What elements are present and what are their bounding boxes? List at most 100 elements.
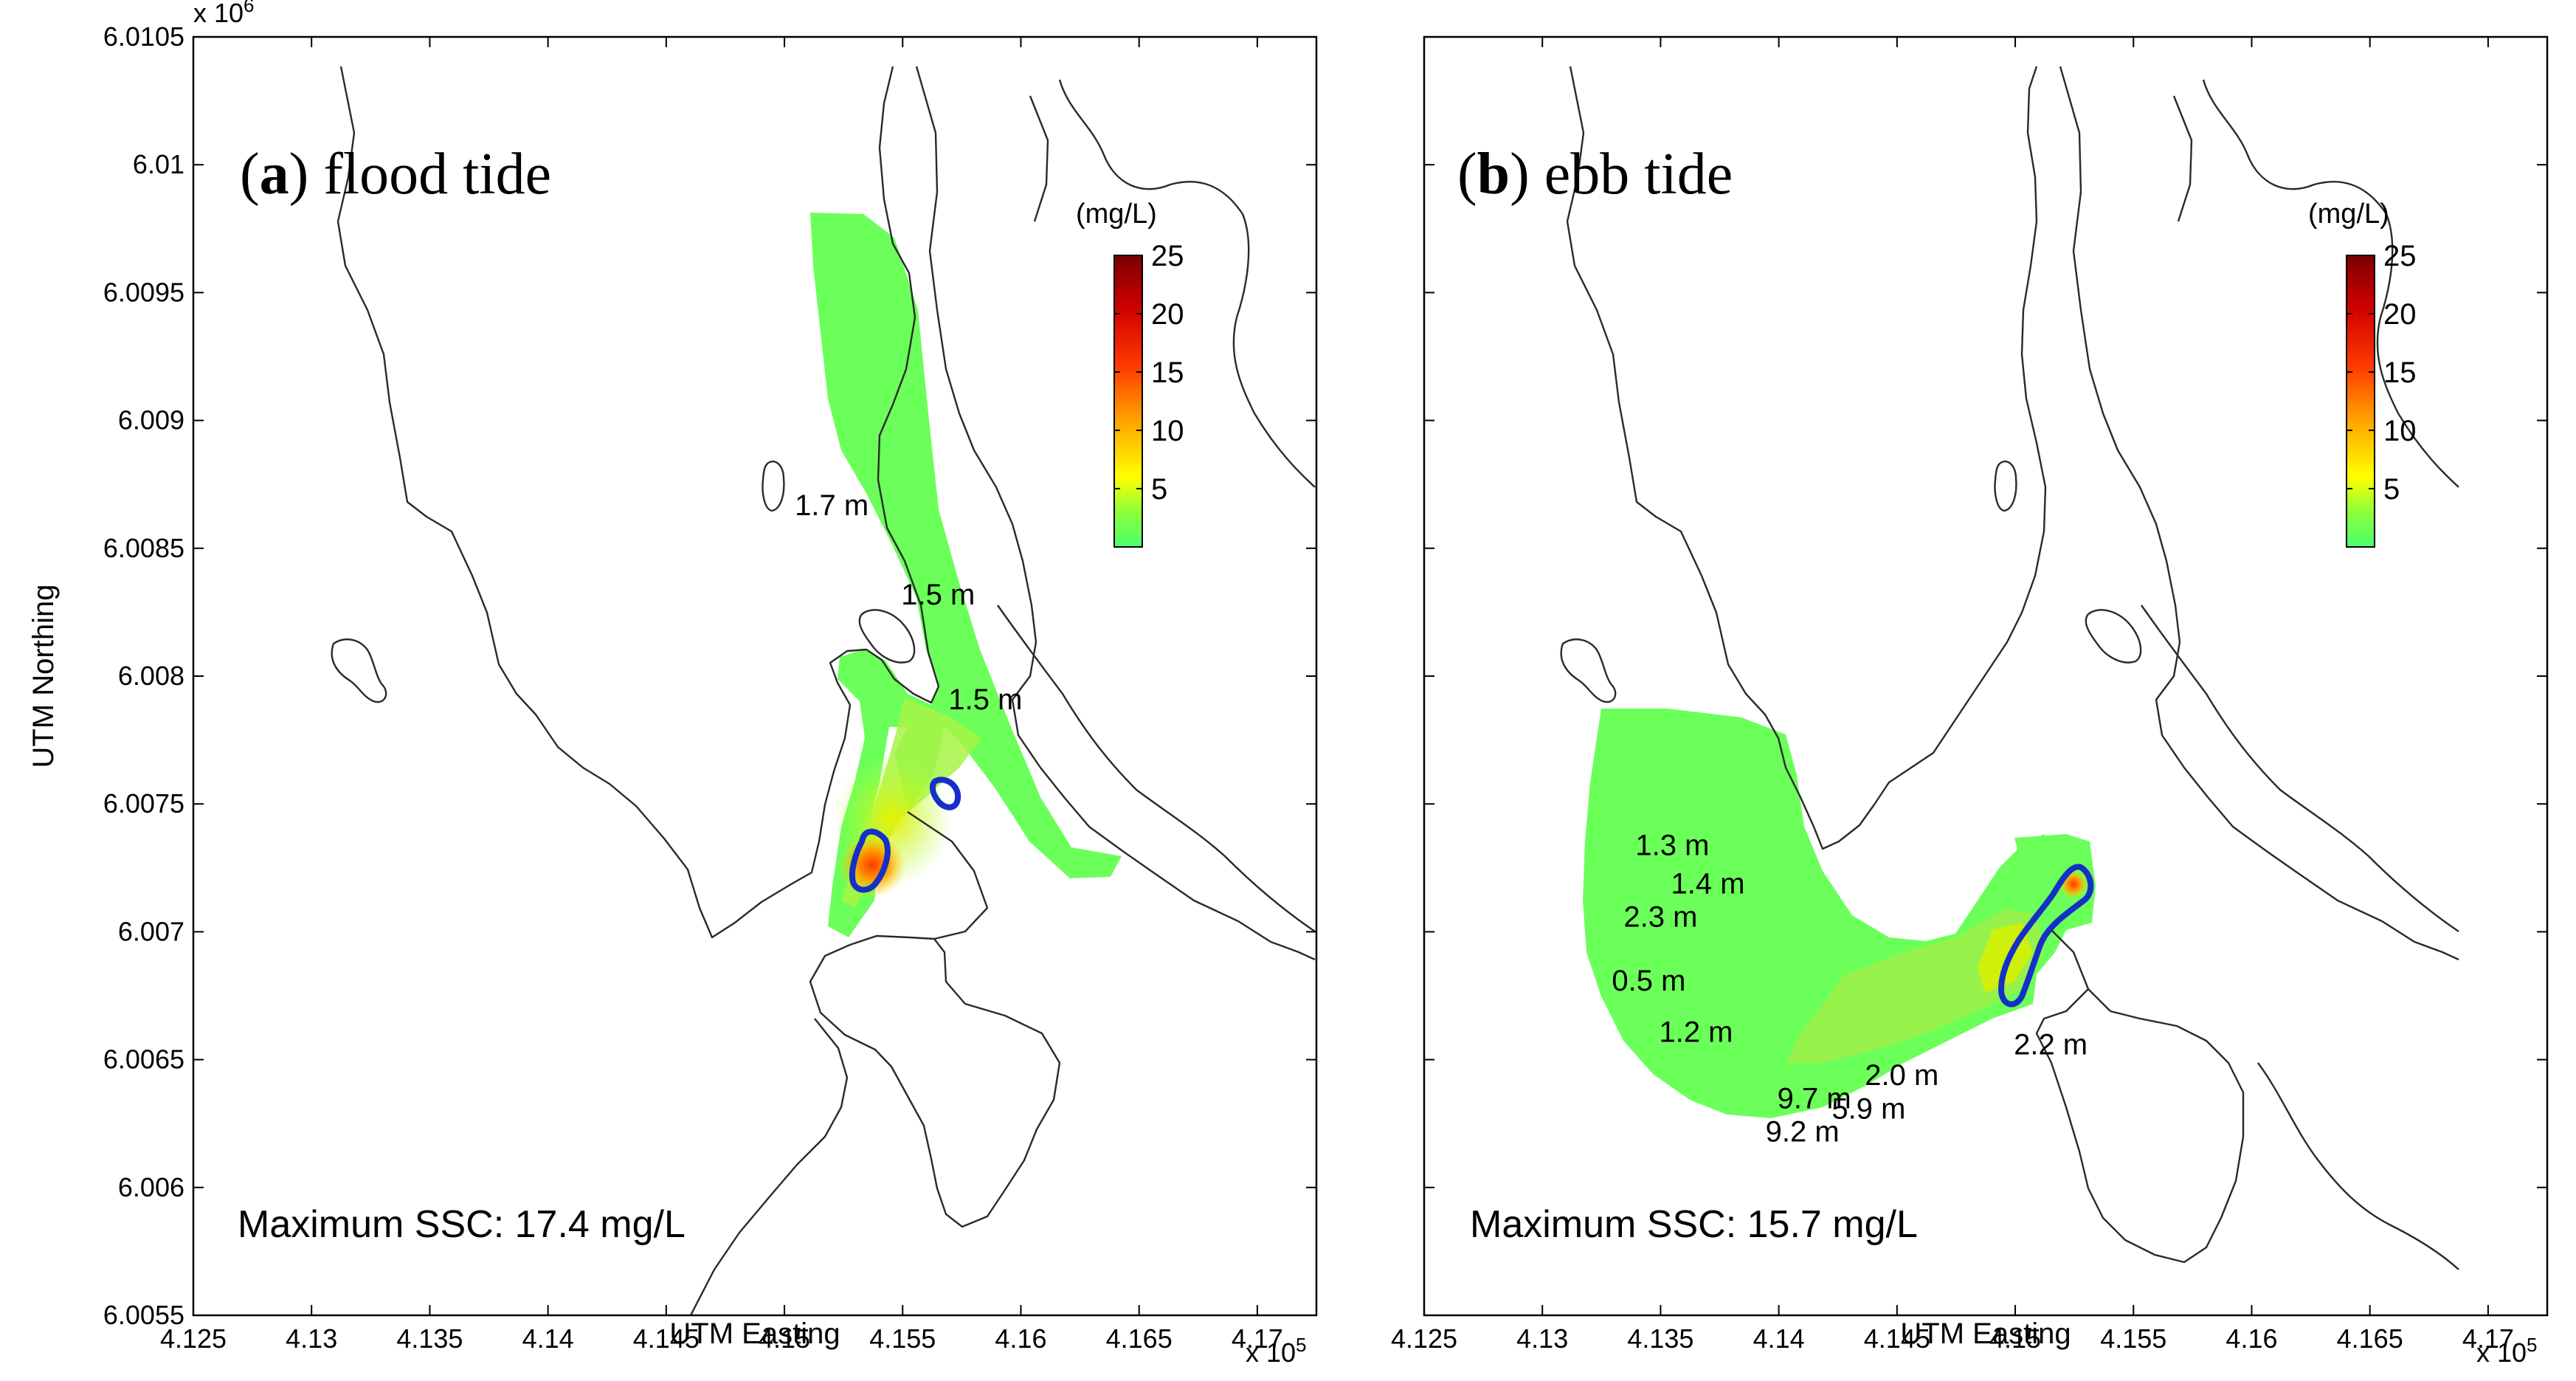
x-tick-label: 4.125 xyxy=(160,1323,227,1354)
colorbar-a xyxy=(1113,255,1143,548)
colorbar-tick-label: 25 xyxy=(1151,240,1184,272)
coastline-a-southwest xyxy=(689,1018,849,1316)
island-b-1 xyxy=(1560,638,1617,703)
depth-label: 9.2 m xyxy=(1766,1115,1840,1148)
coastline-b-far-east xyxy=(2257,1062,2459,1270)
coastline-b-west xyxy=(1566,66,2047,850)
island-b-2 xyxy=(1994,461,2017,512)
depth-label: 1.5 m xyxy=(948,683,1022,716)
colorbar-b-unit: (mg/L) xyxy=(2308,199,2389,230)
x-tick-label: 4.15 xyxy=(1989,1323,2041,1354)
island-a-3 xyxy=(858,609,916,664)
colorbar-tick-label: 15 xyxy=(1151,357,1184,389)
y-tick-label: 6.0065 xyxy=(103,1044,184,1075)
x-tick-label: 4.14 xyxy=(522,1323,574,1354)
x-ticks-a: 4.125 4.13 4.135 4.14 4.145 4.15 4.155 4.16 4.16… xyxy=(160,37,1283,1354)
depth-label: 1.4 m xyxy=(1671,867,1744,900)
y-tick-label: 6.008 xyxy=(118,661,184,691)
colorbar-tick-label: 20 xyxy=(1151,298,1184,331)
y-tick-label: 6.0095 xyxy=(103,277,184,307)
x-tick-label: 4.125 xyxy=(1391,1323,1457,1354)
y-tick-label: 6.009 xyxy=(118,405,184,435)
coastline-b-east xyxy=(2059,66,2459,961)
depth-label: 2.3 m xyxy=(1623,900,1697,933)
coastline-a-ne-bay xyxy=(1058,79,1316,488)
depth-label: 1.7 m xyxy=(795,489,869,522)
x-axis-label-b: UTM Easting xyxy=(1900,1318,2071,1350)
y-multiplier-a: x 106 xyxy=(193,0,255,28)
x-tick-label: 4.15 xyxy=(759,1323,810,1354)
x-axis-label-a: UTM Easting xyxy=(669,1318,840,1350)
contour-b-1 xyxy=(1998,864,2094,1008)
depth-label: 2.0 m xyxy=(1865,1059,1938,1092)
coastline-a-inner xyxy=(1029,95,1049,222)
colorbar-b-ticks: 25 20 15 10 5 xyxy=(2347,240,2417,506)
depth-label: 9.7 m xyxy=(1778,1082,1851,1115)
island-b-3 xyxy=(2085,609,2142,664)
x-tick-label: 4.155 xyxy=(2100,1323,2166,1354)
y-ticks-a: 6.01056.016.00956.0096.00856.0086.00756.… xyxy=(103,21,1316,1330)
coastline-b-ne-bay xyxy=(2202,79,2459,488)
island-a-2 xyxy=(762,461,785,512)
x-multiplier-a: x 105 xyxy=(1246,1334,1307,1368)
colorbar-tick-label: 5 xyxy=(2383,473,2400,506)
colorbar-tick-label: 10 xyxy=(2383,415,2417,447)
x-tick-label: 4.16 xyxy=(995,1323,1046,1354)
x-tick-label: 4.13 xyxy=(1516,1323,1568,1354)
contour-a-2 xyxy=(929,776,961,810)
colorbar-tick-label: 25 xyxy=(2383,240,2417,272)
depth-label: 1.3 m xyxy=(1635,829,1709,861)
island-a-1 xyxy=(331,638,387,703)
x-ticks-b: 4.125 4.13 4.135 4.14 4.145 4.15 4.155 4.16 4.16… xyxy=(1391,37,2514,1354)
colorbar-tick-label: 20 xyxy=(2383,298,2417,331)
colorbar-tick-label: 5 xyxy=(1151,473,1167,506)
y-axis-label-a: UTM Northing xyxy=(27,585,60,768)
contour-a-1 xyxy=(849,828,891,893)
x-tick-label: 4.13 xyxy=(286,1323,337,1354)
depth-label: 0.5 m xyxy=(1612,965,1685,997)
max-ssc-b: Maximum SSC: 15.7 mg/L xyxy=(1470,1203,1918,1246)
x-tick-label: 4.145 xyxy=(1864,1323,1930,1354)
y-tick-label: 6.007 xyxy=(118,916,184,946)
depth-label: 1.2 m xyxy=(1659,1016,1733,1048)
depth-labels-b: 1.3 m 1.4 m2.3 m 0.5 m 1.2 m 9.7 m5.9 m2.0 m… xyxy=(1612,829,2088,1148)
colorbar-tick-label: 10 xyxy=(1151,415,1184,447)
panel-ebb-tide: (mg/L) 25 20 15 10 5 4.125 4.13 4.135 4.14 4.145… xyxy=(1391,35,2549,1368)
y-tick-label: 6.01 xyxy=(133,149,184,179)
x-tick-label: 4.17 xyxy=(1232,1323,1283,1354)
y-tick-marks-b xyxy=(1424,36,2547,1316)
x-multiplier-b: x 105 xyxy=(2476,1334,2538,1368)
panel-title-b: (b) ebb tide xyxy=(1457,142,1733,207)
y-tick-label: 6.006 xyxy=(118,1172,184,1202)
colorbar-tick-label: 15 xyxy=(2383,357,2417,389)
coastline-b-east-channel xyxy=(2141,605,2459,932)
depth-labels-a: 1.7 m 1.5 m 1.5 m xyxy=(795,489,1022,716)
x-tick-label: 4.165 xyxy=(1106,1323,1173,1354)
panel-title-a: (a) flood tide xyxy=(240,142,551,207)
colorbar-b xyxy=(2346,255,2375,548)
depth-label: 5.9 m xyxy=(1831,1092,1905,1125)
panel-flood-tide: (mg/L) 25 20 15 10 5 4.125 4.13 4.135 4.14 4.145… xyxy=(27,0,1318,1368)
y-tick-label: 6.0055 xyxy=(103,1300,184,1330)
y-tick-label: 6.0075 xyxy=(103,788,184,819)
x-tick-label: 4.165 xyxy=(2337,1323,2403,1354)
x-tick-label: 4.135 xyxy=(396,1323,463,1354)
x-tick-label: 4.145 xyxy=(633,1323,700,1354)
plume-b-warm xyxy=(1786,908,2044,1063)
coastline-a-west xyxy=(336,66,940,939)
depth-label: 1.5 m xyxy=(901,579,975,611)
x-tick-label: 4.16 xyxy=(2225,1323,2277,1354)
coastline-b-inner xyxy=(2172,95,2193,222)
y-tick-label: 6.0105 xyxy=(103,21,184,52)
coastline-b-south xyxy=(2035,929,2245,1264)
colorbar-a-unit: (mg/L) xyxy=(1076,199,1157,230)
coastline-a-east xyxy=(915,66,1316,961)
max-ssc-a: Maximum SSC: 17.4 mg/L xyxy=(238,1203,686,1246)
depth-label: 2.2 m xyxy=(2014,1029,2088,1061)
colorbar-a-ticks: 25 20 15 10 5 xyxy=(1114,240,1184,506)
coastline-a-south xyxy=(809,811,1061,1228)
x-tick-label: 4.155 xyxy=(869,1323,936,1354)
x-tick-label: 4.17 xyxy=(2462,1323,2514,1354)
plume-a xyxy=(810,213,1122,937)
